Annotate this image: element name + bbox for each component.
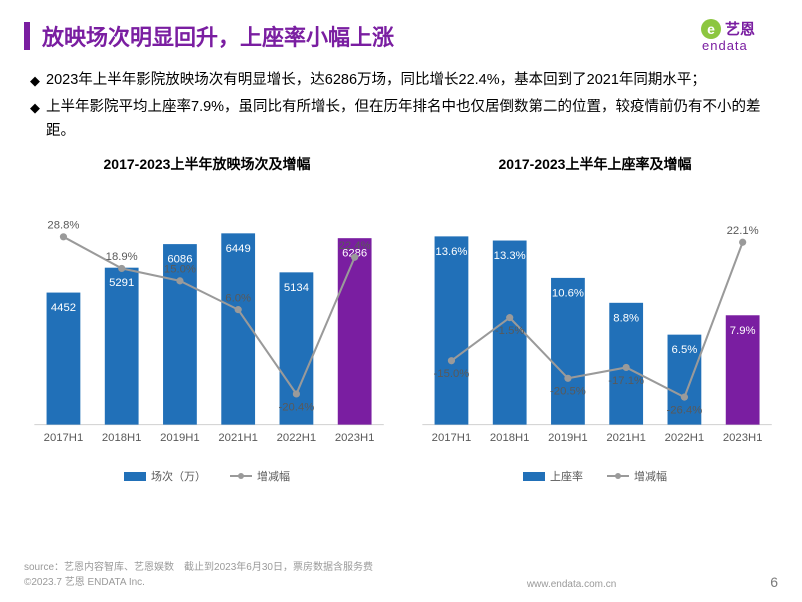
svg-text:-20.4%: -20.4% [279, 401, 315, 413]
chart-left: 2017-2023上半年放映场次及增幅 4452 2017H1 5291 2018H1… [22, 154, 392, 485]
page-number: 6 [770, 574, 778, 590]
svg-text:-1.5%: -1.5% [495, 325, 525, 337]
svg-text:22.4%: 22.4% [339, 240, 371, 252]
bullet-text: 2023年上半年影院放映场次有明显增长，达6286万场，同比增长22.4%，基本… [46, 68, 706, 93]
svg-text:4452: 4452 [51, 302, 76, 314]
svg-text:2019H1: 2019H1 [160, 432, 200, 444]
svg-text:2018H1: 2018H1 [490, 432, 530, 444]
legend-line: 增减幅 [607, 468, 667, 484]
svg-text:5291: 5291 [109, 277, 134, 289]
svg-text:2018H1: 2018H1 [102, 432, 142, 444]
legend-label: 上座率 [550, 468, 583, 484]
legend-line: 增减幅 [230, 468, 290, 484]
legend-label: 场次（万） [151, 468, 206, 484]
chart-canvas: 13.6% 2017H1 13.3% 2018H1 10.6% 2019H1 8.8% 202… [410, 180, 780, 463]
page-title: 放映场次明显回升，上座率小幅上涨 [42, 20, 700, 52]
chart-title: 2017-2023上半年上座率及增幅 [410, 154, 780, 174]
svg-text:5134: 5134 [284, 282, 309, 294]
chart-legend: 上座率 增减幅 [410, 468, 780, 484]
svg-text:18.9%: 18.9% [106, 251, 138, 263]
header: 放映场次明显回升，上座率小幅上涨 e 艺恩 endata [0, 0, 802, 64]
svg-text:6449: 6449 [226, 243, 251, 255]
svg-text:28.8%: 28.8% [47, 220, 79, 232]
svg-text:2023H1: 2023H1 [723, 432, 763, 444]
svg-text:2022H1: 2022H1 [665, 432, 705, 444]
svg-text:15.0%: 15.0% [164, 264, 196, 276]
chart-right: 2017-2023上半年上座率及增幅 13.6% 2017H1 13.3% 2018H… [410, 154, 780, 485]
svg-text:e: e [707, 21, 715, 37]
svg-text:13.6%: 13.6% [435, 246, 467, 258]
charts-row: 2017-2023上半年放映场次及增幅 4452 2017H1 5291 2018H1… [0, 154, 802, 485]
svg-text:6.5%: 6.5% [672, 344, 698, 356]
svg-text:8.8%: 8.8% [613, 312, 639, 324]
svg-text:-20.5%: -20.5% [550, 386, 586, 398]
legend-label: 增减幅 [257, 468, 290, 484]
logo: e 艺恩 endata [700, 18, 778, 54]
chart-title: 2017-2023上半年放映场次及增幅 [22, 154, 392, 174]
svg-text:10.6%: 10.6% [552, 287, 584, 299]
source-line: source：艺恩内容智库、艺恩娱数 截止到2023年6月30日，票房数据含服务… [24, 560, 373, 575]
legend-bar: 场次（万） [124, 468, 206, 484]
svg-text:-26.4%: -26.4% [667, 405, 703, 417]
svg-text:-17.1%: -17.1% [608, 375, 644, 387]
legend-swatch-line [607, 475, 629, 477]
diamond-icon: ◆ [30, 95, 40, 119]
chart-canvas: 44522017H152912018H160862019H164492021H1… [22, 180, 392, 463]
svg-text:7.9%: 7.9% [730, 325, 756, 337]
bullet-text: 上半年影院平均上座率7.9%，虽同比有所增长，但在历年排名中也仅居倒数第二的位置… [46, 95, 772, 144]
title-accent-bar [24, 22, 30, 50]
legend-swatch-bar [523, 472, 545, 481]
svg-text:22.1%: 22.1% [727, 225, 759, 237]
legend-bar: 上座率 [523, 468, 583, 484]
svg-text:2022H1: 2022H1 [277, 432, 317, 444]
copyright-line: ©2023.7 艺恩 ENDATA Inc. [24, 575, 373, 590]
svg-text:2023H1: 2023H1 [335, 432, 375, 444]
svg-text:2017H1: 2017H1 [44, 432, 84, 444]
svg-text:13.3%: 13.3% [494, 250, 526, 262]
bullet-item: ◆ 2023年上半年影院放映场次有明显增长，达6286万场，同比增长22.4%，… [30, 68, 772, 93]
footer-url: www.endata.com.cn [373, 579, 770, 590]
bullet-list: ◆ 2023年上半年影院放映场次有明显增长，达6286万场，同比增长22.4%，… [0, 64, 802, 154]
svg-text:-15.0%: -15.0% [434, 368, 470, 380]
svg-text:2021H1: 2021H1 [218, 432, 258, 444]
footer-left: source：艺恩内容智库、艺恩娱数 截止到2023年6月30日，票房数据含服务… [24, 560, 373, 590]
svg-text:2021H1: 2021H1 [606, 432, 646, 444]
chart-legend: 场次（万） 增减幅 [22, 468, 392, 484]
footer: source：艺恩内容智库、艺恩娱数 截止到2023年6月30日，票房数据含服务… [0, 560, 802, 590]
legend-swatch-bar [124, 472, 146, 481]
svg-text:endata: endata [702, 38, 748, 53]
svg-text:艺恩: 艺恩 [725, 21, 755, 38]
svg-text:2017H1: 2017H1 [432, 432, 472, 444]
svg-text:2019H1: 2019H1 [548, 432, 588, 444]
bullet-item: ◆ 上半年影院平均上座率7.9%，虽同比有所增长，但在历年排名中也仅居倒数第二的… [30, 95, 772, 144]
diamond-icon: ◆ [30, 68, 40, 92]
svg-text:6.0%: 6.0% [225, 292, 251, 304]
legend-label: 增减幅 [634, 468, 667, 484]
legend-swatch-line [230, 475, 252, 477]
